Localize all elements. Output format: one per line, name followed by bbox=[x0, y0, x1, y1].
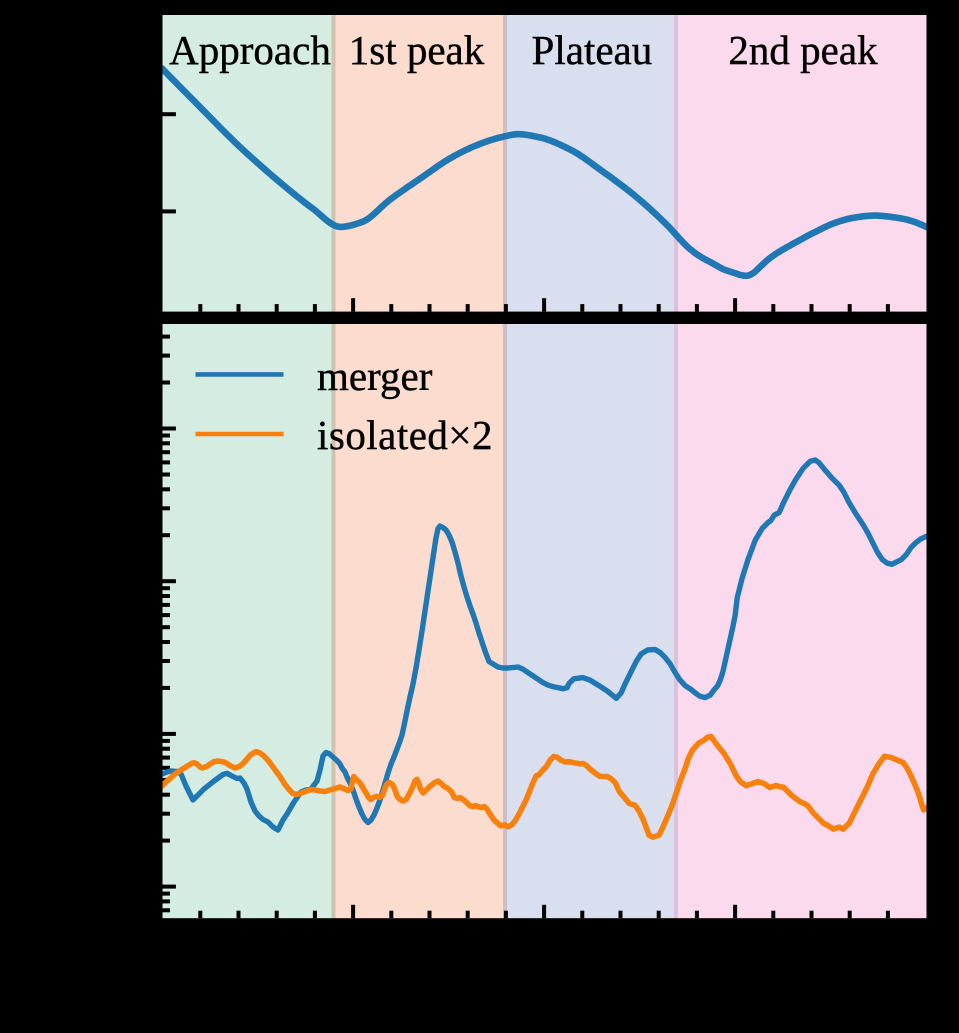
svg-text:2nd peak: 2nd peak bbox=[728, 27, 878, 73]
svg-text:Plateau: Plateau bbox=[532, 27, 653, 73]
svg-text:1st peak: 1st peak bbox=[349, 27, 485, 73]
svg-text:Approach: Approach bbox=[169, 27, 331, 73]
svg-text:merger: merger bbox=[317, 353, 433, 399]
svg-text:isolated×2: isolated×2 bbox=[317, 412, 493, 458]
